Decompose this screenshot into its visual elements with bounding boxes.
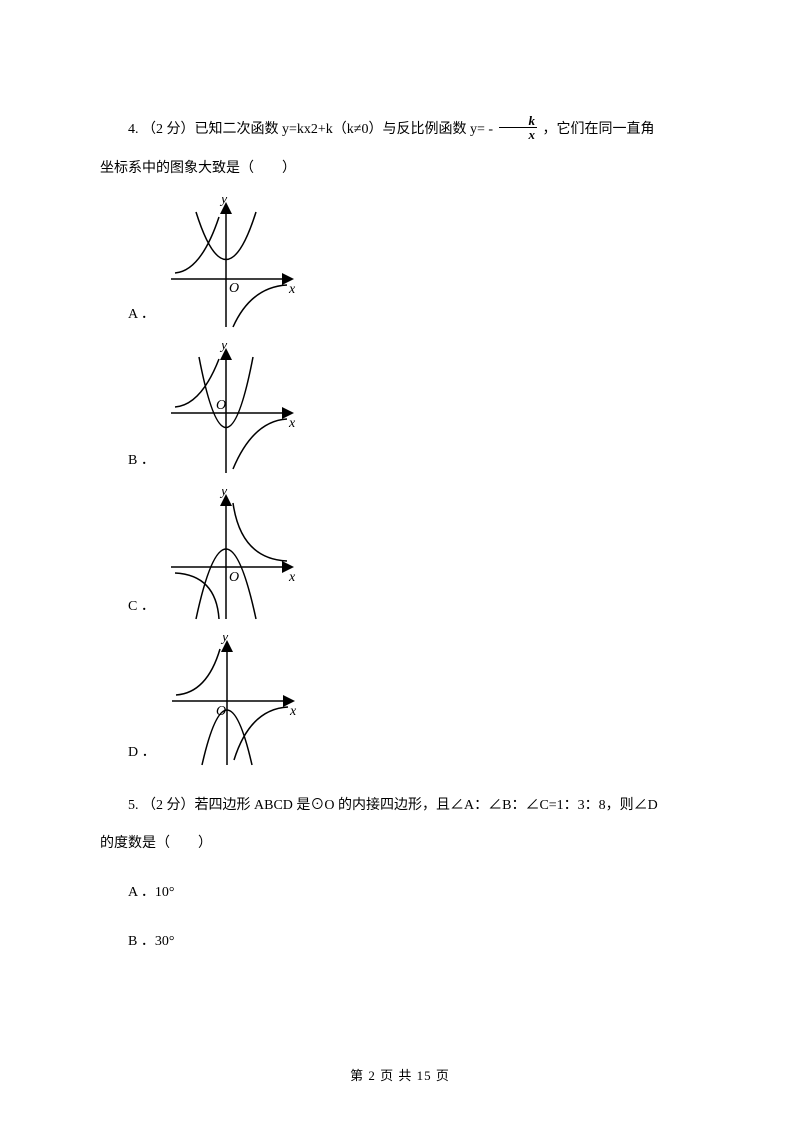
q5-number: 5. bbox=[128, 798, 139, 813]
q4-stem-a: 已知二次函数 y=kx2+k（k≠0）与反比例函数 y= - bbox=[195, 122, 497, 137]
q4-option-d: D ． y x O bbox=[100, 635, 700, 775]
y-label: y bbox=[219, 197, 228, 207]
o-label: O bbox=[229, 281, 239, 296]
q4-option-b: B ． y x O bbox=[100, 343, 700, 483]
q4-stem-line2: 坐标系中的图象大致是（ ） bbox=[100, 154, 700, 185]
svg-text:x: x bbox=[289, 704, 297, 719]
q5-stem-line2: 的度数是（ ） bbox=[100, 829, 700, 860]
svg-text:O: O bbox=[229, 570, 239, 585]
svg-text:y: y bbox=[219, 489, 228, 499]
q5-stem-line1: 5. （2 分）若四边形 ABCD 是⊙O 的内接四边形，且∠A：∠B：∠C=1… bbox=[100, 791, 700, 822]
svg-text:x: x bbox=[288, 416, 296, 431]
q4-opt-c-label: C ． bbox=[128, 592, 155, 629]
q4-opt-d-label: D ． bbox=[128, 738, 156, 775]
graph-d: y x O bbox=[162, 635, 302, 775]
frac-den: x bbox=[499, 128, 538, 141]
graph-a: y x O bbox=[161, 197, 301, 337]
q4-option-c: C ． y x O bbox=[100, 489, 700, 629]
q5-opt-a: A ．10° bbox=[100, 878, 700, 909]
frac-num: k bbox=[499, 114, 538, 128]
svg-text:y: y bbox=[219, 343, 228, 353]
q4-opt-b-label: B ． bbox=[128, 446, 155, 483]
svg-text:x: x bbox=[288, 570, 296, 585]
q4-opt-a-label: A ． bbox=[128, 300, 155, 337]
page-content: 4. （2 分）已知二次函数 y=kx2+k（k≠0）与反比例函数 y= - k… bbox=[0, 0, 800, 958]
q4-number: 4. bbox=[128, 122, 139, 137]
q5-points: （2 分） bbox=[142, 798, 195, 813]
fraction-k-over-x: kx bbox=[499, 114, 538, 141]
q5-stem-a: 若四边形 ABCD 是⊙O 的内接四边形，且∠A：∠B：∠C=1：3：8，则∠D bbox=[195, 798, 658, 813]
q4-option-a: A ． y x O bbox=[100, 197, 700, 337]
graph-b: y x O bbox=[161, 343, 301, 483]
graph-c: y x O bbox=[161, 489, 301, 629]
q4-stem-b: ，它们在同一直角 bbox=[539, 122, 655, 137]
svg-text:y: y bbox=[220, 635, 229, 645]
q4-stem-line1: 4. （2 分）已知二次函数 y=kx2+k（k≠0）与反比例函数 y= - k… bbox=[100, 115, 700, 146]
svg-text:O: O bbox=[216, 398, 226, 413]
q5-opt-b: B ．30° bbox=[100, 927, 700, 958]
page-footer: 第 2 页 共 15 页 bbox=[0, 1065, 800, 1084]
q4-points: （2 分） bbox=[142, 122, 195, 137]
x-label: x bbox=[288, 282, 296, 297]
